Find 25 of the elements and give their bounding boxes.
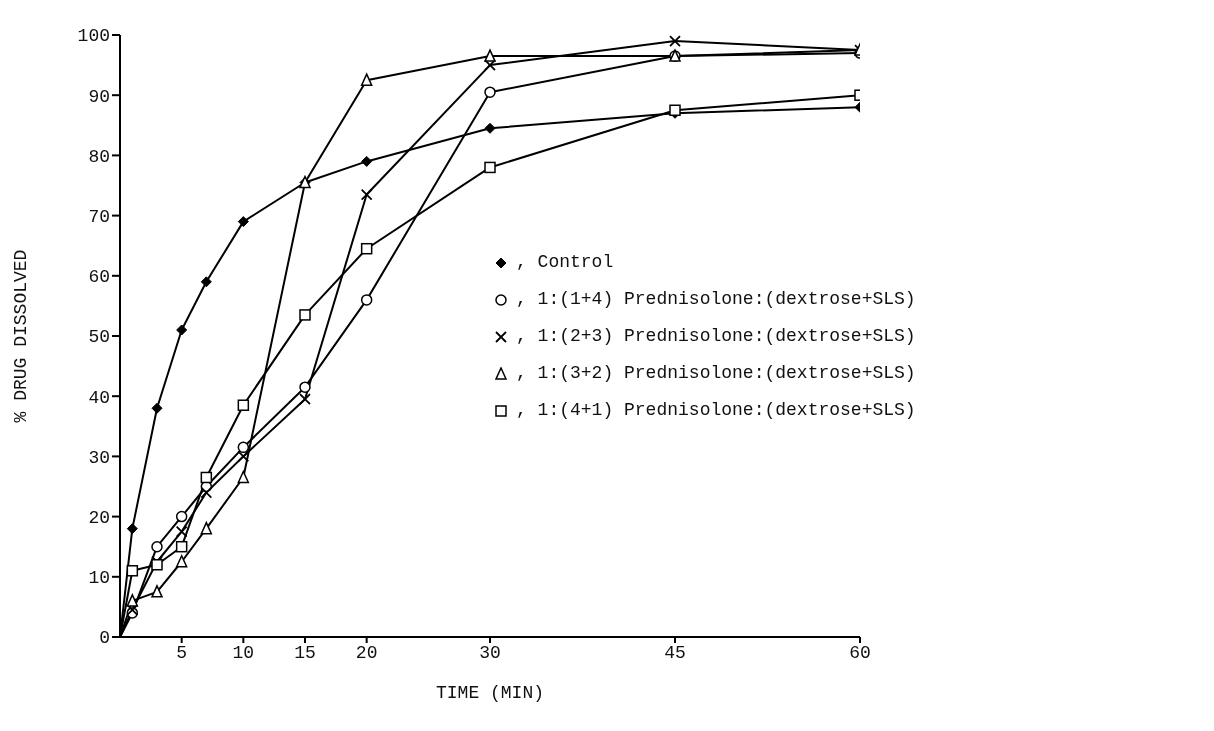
legend-label: , 1:(2+3) Prednisolone:(dextrose+SLS) (516, 325, 916, 348)
x-tick-label: 20 (355, 642, 378, 663)
y-tick-label: 30 (88, 447, 110, 468)
x-tick-label: 60 (849, 642, 871, 663)
legend-label: , 1:(1+4) Prednisolone:(dextrose+SLS) (516, 288, 916, 311)
y-tick-label: 20 (88, 507, 110, 528)
x-tick-label: 45 (664, 642, 686, 663)
x-tick-label: 10 (232, 642, 255, 663)
y-tick-label: 40 (88, 387, 110, 408)
x-tick-label: 30 (479, 642, 501, 663)
legend-label: , 1:(3+2) Prednisolone:(dextrose+SLS) (516, 362, 916, 385)
y-tick-label: 70 (88, 206, 110, 227)
y-tick-label: 0 (99, 628, 110, 649)
y-tick-label: 60 (88, 267, 110, 288)
y-axis-title: % DRUG DISSOLVED (11, 249, 32, 423)
x-axis-title: TIME (MIN) (435, 682, 545, 703)
x-tick-label: 15 (294, 642, 316, 663)
y-tick-label: 90 (88, 86, 110, 107)
y-tick-label: 10 (88, 568, 110, 589)
y-tick-label: 100 (77, 26, 110, 47)
y-tick-label: 50 (88, 327, 110, 348)
legend-label: , 1:(4+1) Prednisolone:(dextrose+SLS) (516, 399, 916, 422)
x-tick-label: 5 (176, 642, 188, 663)
legend-label: , Control (516, 251, 614, 274)
y-tick-label: 80 (88, 146, 110, 167)
